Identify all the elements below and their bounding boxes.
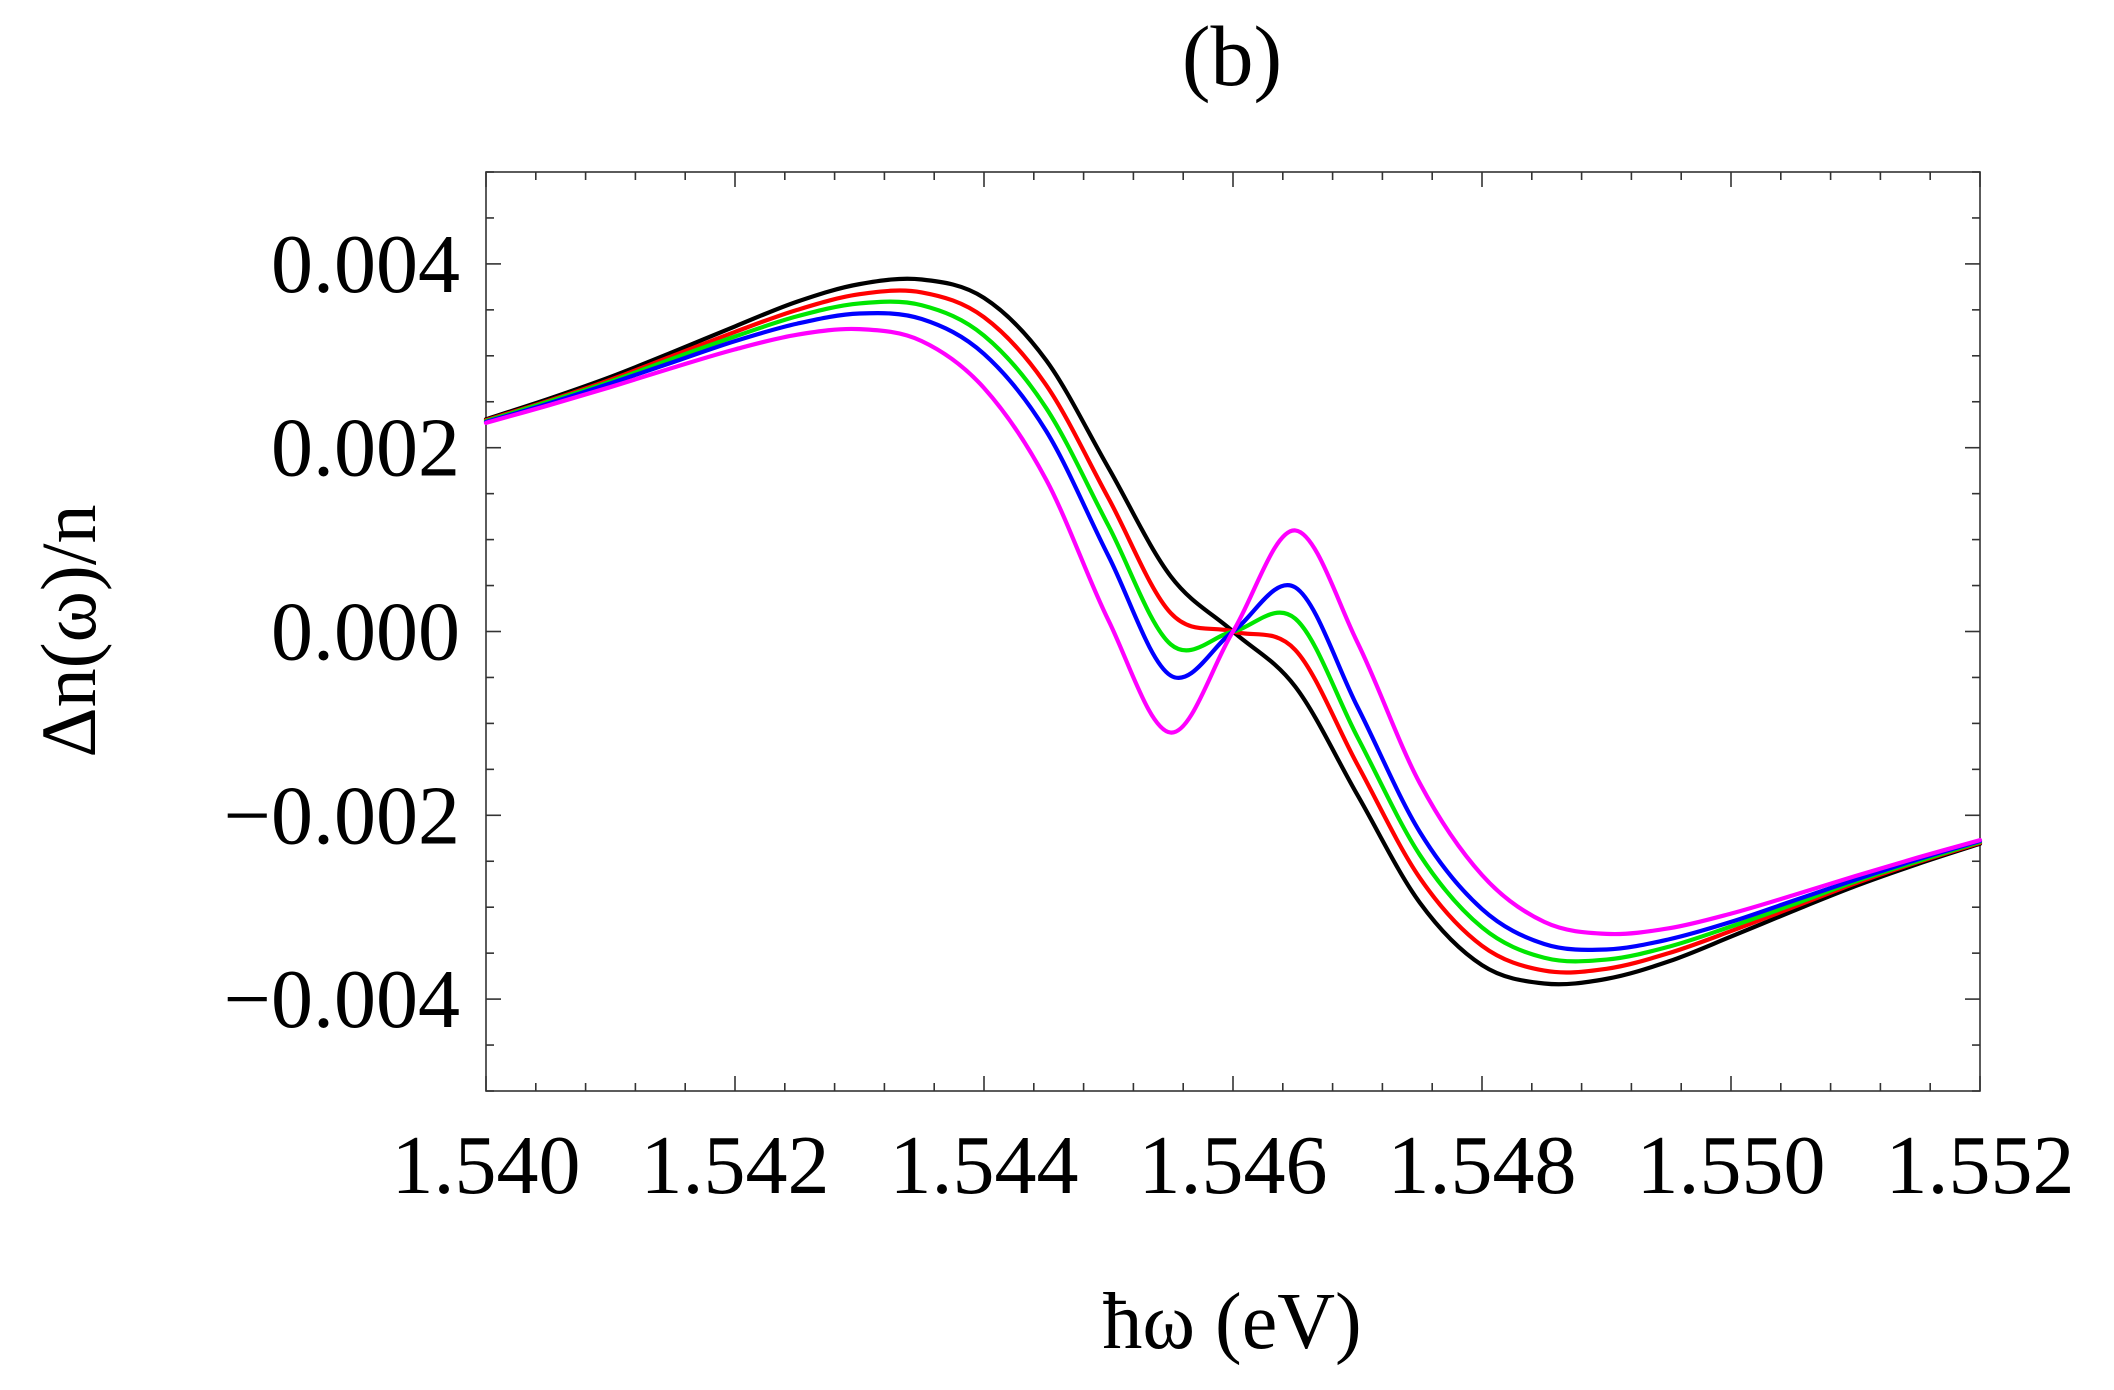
- series-group: [483, 276, 1983, 987]
- x-tick-label: 1.548: [1388, 1119, 1577, 1212]
- y-tick-label: −0.004: [224, 953, 460, 1046]
- y-tick-label: 0.004: [271, 218, 460, 311]
- x-axis-label: ħω (eV): [1102, 1278, 1361, 1366]
- x-tick-label: 1.546: [1139, 1119, 1328, 1212]
- y-tick-label: 0.002: [271, 402, 460, 495]
- series-line-magenta: [483, 326, 1983, 937]
- x-tick-label: 1.550: [1637, 1119, 1826, 1212]
- axis-ticks: [485, 171, 1981, 1092]
- x-tick-label: 1.552: [1886, 1119, 2075, 1212]
- x-tick-label: 1.542: [641, 1119, 830, 1212]
- y-axis-label: Δn(ω)/n: [25, 504, 112, 757]
- y-tick-label: −0.002: [224, 769, 460, 862]
- tick-labels: 1.540 1.542 1.544 1.546 1.548 1.550 1.552 0.004…: [224, 218, 2075, 1212]
- y-tick-label: 0.000: [271, 586, 460, 679]
- x-tick-label: 1.540: [392, 1119, 581, 1212]
- x-tick-label: 1.544: [890, 1119, 1079, 1212]
- chart-title: (b): [1182, 8, 1282, 104]
